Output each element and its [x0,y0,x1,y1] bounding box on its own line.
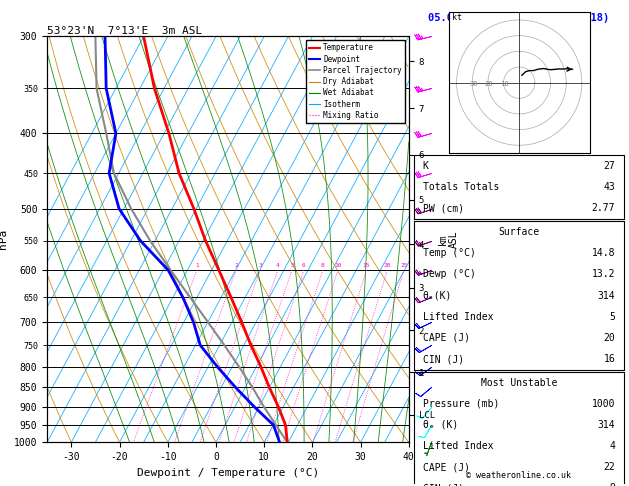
Text: 5: 5 [290,263,294,268]
Text: 1000: 1000 [592,399,615,409]
Text: Most Unstable: Most Unstable [481,378,557,388]
Text: CAPE (J): CAPE (J) [423,333,470,343]
Text: 3: 3 [258,263,262,268]
Text: Lifted Index: Lifted Index [423,312,493,322]
Y-axis label: km
ASL: km ASL [438,230,459,248]
Text: 43: 43 [603,182,615,192]
Text: CAPE (J): CAPE (J) [423,462,470,472]
Text: 10: 10 [334,263,342,268]
Text: CIN (J): CIN (J) [423,484,464,486]
Text: 1: 1 [195,263,199,268]
Text: Temp (°C): Temp (°C) [423,248,476,258]
Text: 20: 20 [603,333,615,343]
Text: CIN (J): CIN (J) [423,354,464,364]
Text: PW (cm): PW (cm) [423,204,464,213]
Text: θₑ (K): θₑ (K) [423,420,458,430]
Text: 4: 4 [276,263,280,268]
Text: kt: kt [452,13,462,22]
Text: 53°23'N  7°13'E  3m ASL: 53°23'N 7°13'E 3m ASL [47,26,203,35]
Text: 4: 4 [610,441,615,451]
Text: 6: 6 [302,263,306,268]
Text: 14.8: 14.8 [592,248,615,258]
Text: 9: 9 [610,484,615,486]
Text: 20: 20 [384,263,391,268]
Text: 2: 2 [234,263,238,268]
Text: 30: 30 [469,81,478,87]
Text: 8: 8 [321,263,325,268]
Text: 314: 314 [598,420,615,430]
Text: Lifted Index: Lifted Index [423,441,493,451]
Text: © weatheronline.co.uk: © weatheronline.co.uk [467,471,571,480]
Text: 27: 27 [603,161,615,171]
Text: K: K [423,161,428,171]
Legend: Temperature, Dewpoint, Parcel Trajectory, Dry Adiabat, Wet Adiabat, Isotherm, Mi: Temperature, Dewpoint, Parcel Trajectory… [306,40,405,123]
Text: 2.77: 2.77 [592,204,615,213]
Text: θₑ(K): θₑ(K) [423,291,452,300]
Text: 25: 25 [400,263,408,268]
Text: 314: 314 [598,291,615,300]
Text: 05.06.2024  06GMT  (Base: 18): 05.06.2024 06GMT (Base: 18) [428,13,610,23]
Text: 5: 5 [610,312,615,322]
Text: 22: 22 [603,462,615,472]
Y-axis label: hPa: hPa [0,229,8,249]
X-axis label: Dewpoint / Temperature (°C): Dewpoint / Temperature (°C) [137,468,319,478]
Text: Surface: Surface [498,227,540,237]
Text: Totals Totals: Totals Totals [423,182,499,192]
Text: Dewp (°C): Dewp (°C) [423,269,476,279]
Text: 15: 15 [363,263,370,268]
Text: 20: 20 [484,81,493,87]
Text: Pressure (mb): Pressure (mb) [423,399,499,409]
Text: 16: 16 [603,354,615,364]
Text: 10: 10 [500,81,508,87]
Text: 13.2: 13.2 [592,269,615,279]
